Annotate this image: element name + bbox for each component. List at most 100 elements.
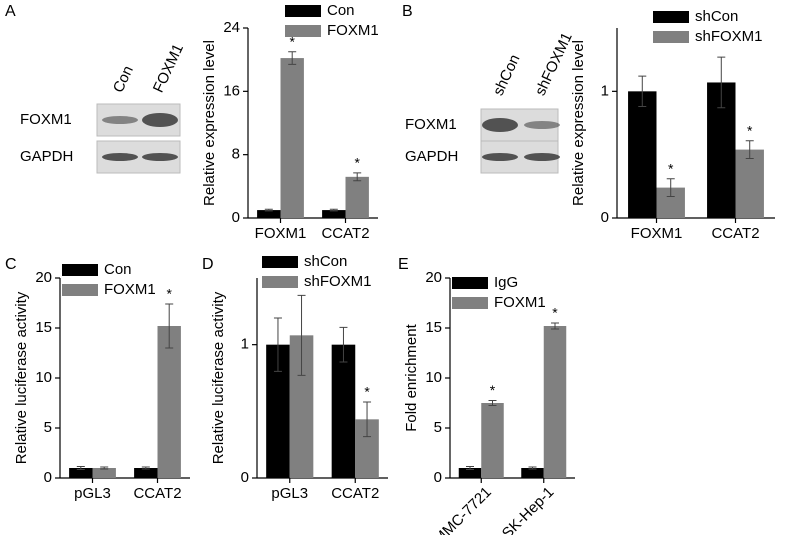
bar — [543, 326, 567, 478]
x-tick-label: CCAT2 — [711, 225, 759, 242]
bar — [257, 210, 281, 218]
panel-label: D — [202, 256, 214, 273]
y-axis-label: Relative expression level — [570, 40, 587, 206]
significance-mark: * — [364, 384, 370, 400]
lane-label: shCon — [490, 52, 524, 98]
error-bar — [264, 208, 273, 212]
error-bar — [528, 466, 537, 470]
y-tick-label: 15 — [35, 319, 52, 336]
legend-swatch — [653, 31, 689, 43]
legend-swatch — [262, 256, 298, 268]
bar — [69, 468, 93, 478]
error-bar — [488, 400, 497, 406]
y-tick-label: 20 — [35, 269, 52, 286]
legend-label: shCon — [695, 8, 738, 25]
significance-mark: * — [552, 305, 558, 321]
significance-mark: * — [166, 286, 172, 302]
y-tick-label: 10 — [35, 369, 52, 386]
x-tick-label: CCAT2 — [331, 485, 379, 502]
legend-swatch — [452, 277, 488, 289]
error-bar — [339, 326, 348, 363]
panel-label: A — [5, 3, 16, 20]
y-axis-label: Fold enrichment — [403, 323, 420, 431]
blot-band — [142, 153, 178, 161]
error-bar — [638, 75, 647, 108]
legend-swatch — [262, 276, 298, 288]
significance-mark: * — [289, 33, 295, 49]
blot-band — [482, 153, 518, 161]
error-bar — [353, 172, 362, 182]
error-bar — [745, 140, 754, 159]
error-bar — [363, 401, 372, 438]
legend-label: FOXM1 — [494, 294, 546, 311]
y-tick-label: 0 — [44, 469, 52, 486]
y-tick-label: 10 — [425, 369, 442, 386]
legend-label: IgG — [494, 274, 518, 291]
bar — [157, 326, 181, 478]
legend-label: shFOXM1 — [304, 273, 372, 290]
panel-label: C — [5, 256, 17, 273]
x-tick-label: pGL3 — [74, 485, 111, 502]
error-bar — [76, 466, 85, 470]
row-label: FOXM1 — [20, 111, 72, 128]
y-tick-label: 0 — [434, 469, 442, 486]
x-tick-label: CCAT2 — [133, 485, 181, 502]
error-bar — [466, 466, 474, 470]
error-bar — [100, 466, 109, 470]
error-bar — [273, 317, 282, 372]
error-bar — [329, 208, 338, 212]
bar — [458, 468, 482, 478]
bar — [345, 176, 369, 218]
y-tick-label: 5 — [434, 419, 442, 436]
y-tick-label: 1 — [601, 82, 609, 99]
x-tick-label: FOXM1 — [631, 225, 683, 242]
legend-swatch — [452, 297, 488, 309]
blot-band — [524, 121, 560, 129]
y-tick-label: 16 — [223, 82, 240, 99]
error-bar — [165, 303, 174, 349]
row-label: GAPDH — [20, 148, 73, 165]
error-bar — [717, 56, 726, 109]
y-tick-label: 0 — [232, 209, 240, 226]
blot-band — [102, 153, 138, 161]
blot-band — [102, 116, 138, 124]
y-tick-label: 20 — [425, 269, 442, 286]
lane-label: FOXM1 — [150, 41, 187, 95]
y-tick-label: 5 — [44, 419, 52, 436]
y-tick-label: 1 — [241, 336, 249, 353]
y-tick-label: 15 — [425, 319, 442, 336]
legend-label: FOXM1 — [327, 22, 379, 39]
y-tick-label: 8 — [232, 146, 240, 163]
legend-swatch — [285, 5, 321, 17]
legend-label: Con — [104, 261, 132, 278]
error-bar — [666, 178, 675, 197]
bar — [322, 210, 346, 218]
bar — [481, 403, 504, 478]
significance-mark: * — [354, 155, 360, 171]
legend-swatch — [62, 264, 98, 276]
y-tick-label: 24 — [223, 19, 240, 36]
blot-band — [524, 153, 560, 161]
legend-label: shCon — [304, 253, 347, 270]
error-bar — [288, 51, 297, 65]
bar — [280, 58, 304, 219]
bar — [628, 91, 657, 218]
row-label: GAPDH — [405, 148, 458, 165]
error-bar — [297, 294, 306, 376]
bar — [521, 468, 544, 478]
y-tick-label: 0 — [241, 469, 249, 486]
legend-swatch — [285, 25, 321, 37]
row-label: FOXM1 — [405, 116, 457, 133]
y-axis-label: Relative expression level — [201, 40, 218, 206]
x-tick-label: CCAT2 — [321, 225, 369, 242]
bar — [735, 149, 764, 218]
legend-label: shFOXM1 — [695, 28, 763, 45]
legend-label: FOXM1 — [104, 281, 156, 298]
panel-label: B — [402, 3, 413, 20]
x-tick-label: FOXM1 — [255, 225, 307, 242]
significance-mark: * — [668, 160, 674, 176]
lane-label: Con — [110, 63, 137, 95]
significance-mark: * — [747, 122, 753, 138]
panel-label: E — [398, 256, 409, 273]
